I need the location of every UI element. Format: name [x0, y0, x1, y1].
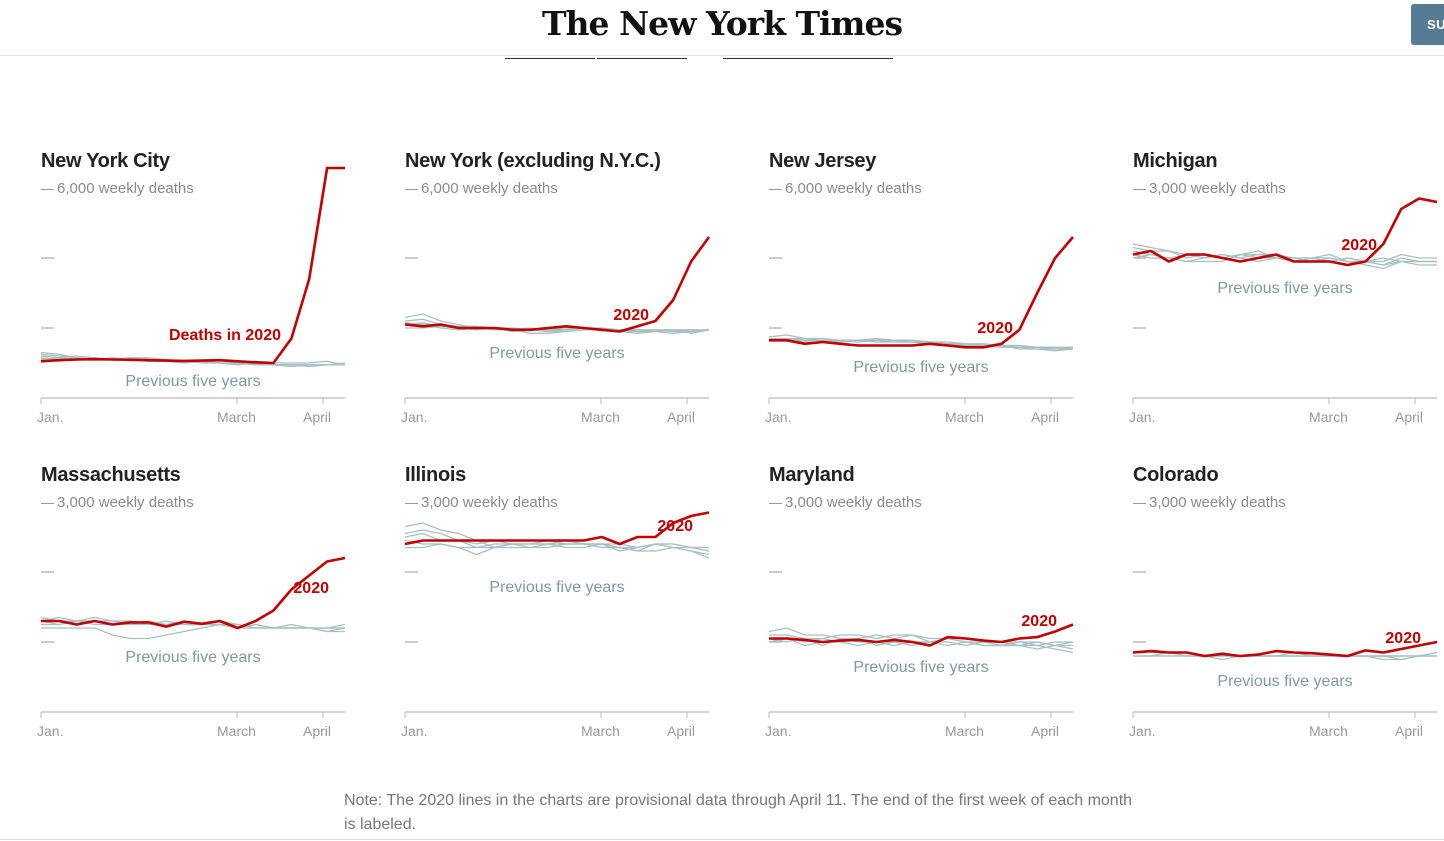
- line-chart: Jan. March April 2020 Previous five years: [1129, 197, 1438, 425]
- chart-title: New Jersey: [769, 150, 877, 172]
- previous-year-line: [404, 322, 710, 334]
- x-tick-label: Jan.: [765, 723, 791, 739]
- label-2020: 2020: [1341, 237, 1377, 254]
- chart-note: Note: The 2020 lines in the charts are p…: [344, 792, 1133, 833]
- x-tick-label: Jan.: [401, 723, 427, 739]
- x-tick-label: March: [945, 723, 984, 739]
- scale-label: 3,000 weekly deaths: [1133, 180, 1286, 197]
- chart-title: Michigan: [1133, 150, 1218, 172]
- scale-label: 3,000 weekly deaths: [769, 494, 922, 511]
- x-tick-label: Jan.: [1129, 409, 1155, 425]
- label-previous-years: Previous five years: [853, 659, 988, 676]
- scale-label: 6,000 weekly deaths: [405, 180, 558, 197]
- x-tick-label: March: [1309, 409, 1348, 425]
- previous-year-line: [41, 623, 345, 640]
- nyt-logo[interactable]: The New York Times: [541, 4, 903, 43]
- line-chart: Jan. March April Deaths in 2020 Previous fiv…: [37, 166, 346, 425]
- line-2020: [769, 623, 1074, 647]
- chart-panel: Michigan 3,000 weekly deaths Jan. March Apri…: [1129, 150, 1444, 450]
- scale-label: 6,000 weekly deaths: [769, 180, 922, 197]
- label-2020: 2020: [657, 518, 693, 535]
- scale-label: 3,000 weekly deaths: [41, 494, 194, 511]
- x-tick-label: April: [667, 723, 695, 739]
- label-2020: 2020: [613, 307, 649, 324]
- line-chart: Jan. March April 2020 Previous five years: [401, 511, 710, 739]
- x-tick-label: March: [945, 409, 984, 425]
- line-2020: [41, 556, 346, 630]
- chart-panel: Colorado 3,000 weekly deaths Jan. March Apri…: [1129, 464, 1444, 764]
- x-tick-label: Jan.: [1129, 723, 1155, 739]
- x-tick-label: April: [1031, 723, 1059, 739]
- line-chart: Jan. March April 2020 Previous five years: [765, 236, 1074, 425]
- label-2020: 2020: [293, 580, 329, 597]
- chart-panel: New York City 6,000 weekly deaths Jan. Marc…: [37, 150, 361, 450]
- chart-title: Massachusetts: [41, 464, 181, 486]
- bottom-divider: [0, 839, 1444, 840]
- line-2020: [404, 511, 710, 546]
- x-tick-label: April: [303, 723, 331, 739]
- x-tick-label: March: [217, 723, 256, 739]
- scale-label: 3,000 weekly deaths: [405, 494, 558, 511]
- chart-title: New York City: [41, 150, 170, 172]
- clipped-text-line: [505, 56, 975, 60]
- chart-panel: Illinois 3,000 weekly deaths Jan. March Apri…: [401, 464, 725, 764]
- line-2020: [40, 166, 345, 365]
- chart-panel: Maryland 3,000 weekly deaths Jan. March Apri…: [765, 464, 1089, 764]
- x-tick-label: March: [581, 723, 620, 739]
- x-tick-label: March: [581, 409, 620, 425]
- label-previous-years: Previous five years: [489, 345, 624, 362]
- label-previous-years: Previous five years: [1217, 280, 1352, 297]
- label-2020: 2020: [977, 320, 1013, 337]
- chart-title: New York (excluding N.Y.C.): [405, 150, 661, 172]
- x-tick-label: March: [217, 409, 256, 425]
- chart-title: Illinois: [405, 464, 466, 486]
- label-previous-years: Previous five years: [125, 373, 260, 390]
- line-2020: [1132, 640, 1438, 658]
- x-tick-label: Jan.: [765, 409, 791, 425]
- chart-panel: New York (excluding N.Y.C.) 6,000 weekly …: [401, 150, 725, 450]
- line-chart: Jan. March April 2020 Previous five years: [37, 556, 346, 739]
- x-tick-label: Jan.: [401, 409, 427, 425]
- line-chart: Jan. March April 2020 Previous five years: [401, 236, 711, 425]
- label-previous-years: Previous five years: [1217, 673, 1352, 690]
- label-2020: 2020: [1021, 613, 1057, 630]
- label-previous-years: Previous five years: [853, 359, 988, 376]
- label-2020: 2020: [1385, 630, 1421, 647]
- line-2020: [404, 236, 711, 333]
- x-tick-label: April: [667, 409, 695, 425]
- chart-title: Colorado: [1133, 464, 1219, 486]
- scale-label: 6,000 weekly deaths: [41, 180, 194, 197]
- x-tick-label: March: [1309, 723, 1348, 739]
- x-tick-label: Jan.: [37, 723, 63, 739]
- previous-year-line: [1132, 253, 1437, 270]
- chart-title: Maryland: [769, 464, 855, 486]
- label-2020: Deaths in 2020: [169, 327, 281, 344]
- x-tick-label: April: [1395, 723, 1423, 739]
- line-chart: Jan. March April 2020 Previous five years: [765, 571, 1074, 739]
- subscribe-button[interactable]: SU: [1411, 4, 1444, 45]
- label-previous-years: Previous five years: [489, 579, 624, 596]
- scale-label: 3,000 weekly deaths: [1133, 494, 1286, 511]
- x-tick-label: Jan.: [37, 409, 63, 425]
- masthead: The New York Times SU: [0, 0, 1444, 56]
- line-2020: [769, 236, 1074, 349]
- label-previous-years: Previous five years: [125, 649, 260, 666]
- x-tick-label: April: [1395, 409, 1423, 425]
- x-tick-label: April: [303, 409, 331, 425]
- chart-panel: Massachusetts 3,000 weekly deaths Jan. Marc…: [37, 464, 361, 764]
- line-2020: [1132, 197, 1438, 267]
- line-chart: Jan. March April 2020 Previous five years: [1129, 571, 1438, 739]
- chart-panel: New Jersey 6,000 weekly deaths Jan. March Ap…: [765, 150, 1089, 450]
- previous-year-line: [1133, 651, 1438, 661]
- x-tick-label: April: [1031, 409, 1059, 425]
